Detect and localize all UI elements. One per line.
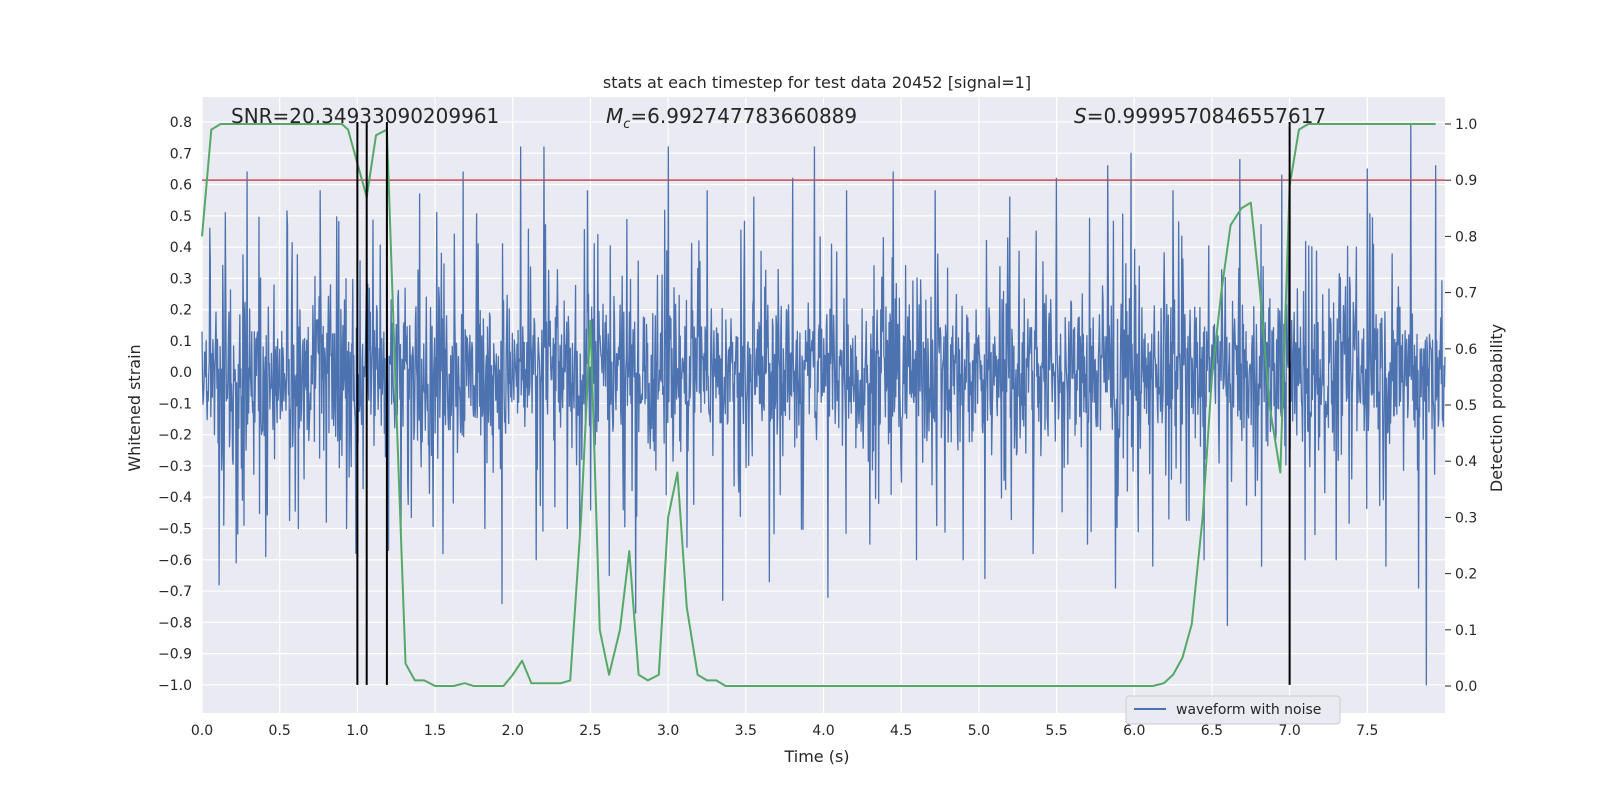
waveform-line bbox=[201, 124, 1446, 686]
x-tick-label: 6.5 bbox=[1201, 723, 1223, 739]
bottom-tick-labels: 0.0 0.5 1.0 1.5 2.0 2.5 3.0 3.5 4.0 4.5 5.0 5.5 6.0 6… bbox=[191, 723, 1379, 739]
x-tick-label: 7.5 bbox=[1356, 723, 1378, 739]
y-tick-label: 0.5 bbox=[170, 209, 192, 225]
y-tick-label: −0.4 bbox=[158, 490, 192, 506]
x-tick-label: 0.0 bbox=[191, 723, 213, 739]
s-symbol: S bbox=[1074, 104, 1087, 128]
y2-axis-label: Detection probability bbox=[1487, 324, 1506, 492]
y-tick-label: 0.4 bbox=[170, 240, 192, 256]
y-tick-label: 0.7 bbox=[170, 146, 192, 162]
y2-tick-label: 0.0 bbox=[1455, 679, 1477, 695]
x-tick-label: 0.5 bbox=[269, 723, 291, 739]
x-tick-label: 1.5 bbox=[424, 723, 446, 739]
y-tick-label: 0.6 bbox=[170, 178, 192, 194]
waveform-series bbox=[201, 124, 1446, 686]
y2-tick-label: 1.0 bbox=[1455, 117, 1477, 133]
y2-tick-label: 0.3 bbox=[1455, 510, 1477, 526]
y2-tick-label: 0.8 bbox=[1455, 229, 1477, 245]
y2-tick-label: 0.9 bbox=[1455, 173, 1477, 189]
chart-title: stats at each timestep for test data 204… bbox=[603, 73, 1031, 92]
y-tick-label: −0.7 bbox=[158, 584, 192, 600]
x-tick-label: 3.0 bbox=[657, 723, 679, 739]
legend: waveform with noise bbox=[1125, 695, 1341, 725]
s-annotation: S=0.9999570846557617 bbox=[1074, 104, 1326, 128]
x-tick-label: 2.0 bbox=[502, 723, 524, 739]
mc-symbol: M bbox=[606, 104, 623, 128]
y2-tick-label: 0.4 bbox=[1455, 454, 1477, 470]
y-tick-label: −0.8 bbox=[158, 615, 192, 631]
x-tick-label: 5.0 bbox=[968, 723, 990, 739]
y-tick-label: −0.3 bbox=[158, 459, 192, 475]
y-tick-label: −1.0 bbox=[158, 678, 192, 694]
y2-tick-label: 0.7 bbox=[1455, 286, 1477, 302]
y-tick-label: 0.2 bbox=[170, 303, 192, 319]
snr-annotation: SNR=20.34933090209961 bbox=[231, 104, 499, 128]
x-axis-label: Time (s) bbox=[783, 747, 849, 766]
x-tick-label: 6.0 bbox=[1123, 723, 1145, 739]
y2-tick-label: 0.1 bbox=[1455, 623, 1477, 639]
y-tick-label: 0.0 bbox=[170, 365, 192, 381]
s-value: =0.9999570846557617 bbox=[1087, 104, 1326, 128]
legend-entry: waveform with noise bbox=[1176, 702, 1321, 718]
y-axis-label: Whitened strain bbox=[125, 344, 144, 471]
y2-tick-label: 0.2 bbox=[1455, 567, 1477, 583]
x-tick-label: 4.0 bbox=[812, 723, 834, 739]
x-tick-label: 2.5 bbox=[579, 723, 601, 739]
x-tick-label: 7.0 bbox=[1278, 723, 1300, 739]
mc-value: =6.992747783660889 bbox=[630, 104, 857, 128]
legend-box bbox=[1125, 695, 1341, 725]
y2-tick-label: 0.6 bbox=[1455, 342, 1477, 358]
left-tick-labels: 0.8 0.7 0.6 0.5 0.4 0.3 0.2 0.1 0.0 −0.1 −0.2 −0.3 −… bbox=[158, 115, 192, 694]
x-tick-label: 3.5 bbox=[735, 723, 757, 739]
x-tick-label: 5.5 bbox=[1045, 723, 1067, 739]
y-tick-label: −0.9 bbox=[158, 647, 192, 663]
y-tick-label: −0.2 bbox=[158, 428, 192, 444]
x-tick-label: 4.5 bbox=[890, 723, 912, 739]
y-tick-label: −0.1 bbox=[158, 396, 192, 412]
vertical-markers bbox=[356, 122, 1291, 685]
y-tick-label: −0.6 bbox=[158, 553, 192, 569]
x-tick-label: 1.0 bbox=[346, 723, 368, 739]
mc-subscript: c bbox=[623, 117, 630, 132]
y-tick-label: 0.3 bbox=[170, 271, 192, 287]
y2-tick-label: 0.5 bbox=[1455, 398, 1477, 414]
right-tick-labels: 1.0 0.9 0.8 0.7 0.6 0.5 0.4 0.3 0.2 0.1 0.0 bbox=[1445, 117, 1477, 695]
chirp-mass-annotation: Mc=6.992747783660889 bbox=[606, 104, 857, 132]
y-tick-label: −0.5 bbox=[158, 522, 192, 538]
y-tick-label: 0.1 bbox=[170, 334, 192, 350]
y-tick-label: 0.8 bbox=[170, 115, 192, 131]
